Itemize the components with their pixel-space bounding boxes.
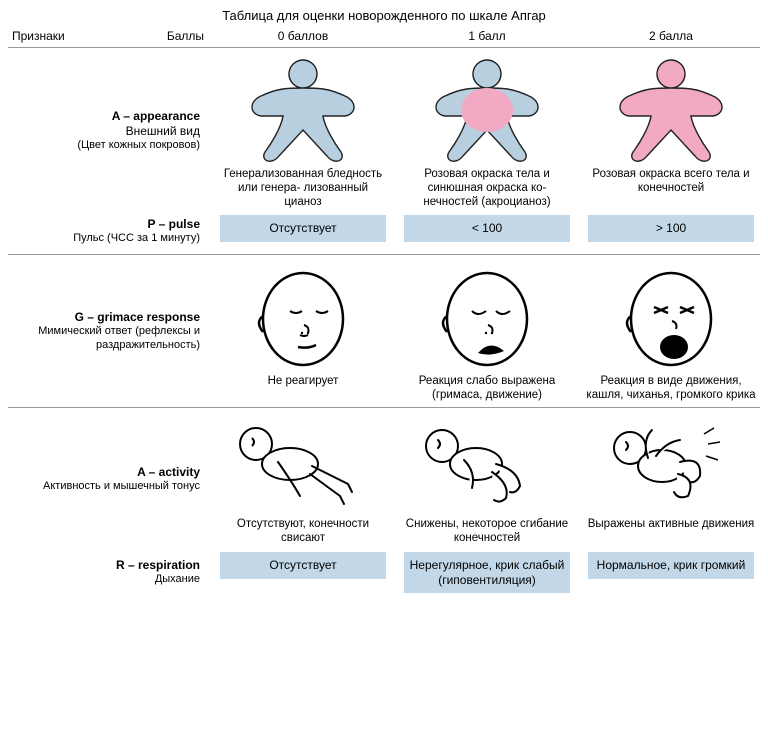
- apgar-table: Признаки Баллы 0 баллов 1 балл 2 балла A…: [8, 27, 760, 597]
- row-label-pulse: P – pulse Пульс (ЧСС за 1 минуту): [8, 211, 208, 252]
- header-col0: 0 баллов: [214, 27, 392, 45]
- grimace-caption-2: Реакция в виде движения, кашля, чиханья,…: [586, 375, 756, 403]
- activity-fig-1: Снижены, некоторое сгибание конечностей: [398, 410, 576, 548]
- respiration-pill-2: Нормальное, крик громкий: [588, 552, 754, 578]
- separator: [8, 47, 760, 48]
- appearance-en: A – appearance: [8, 109, 200, 124]
- activity-fig-0: Отсутствуют, конечности свисают: [214, 410, 392, 548]
- respiration-pill-1: Нерегулярное, крик слабый (гиповентиляци…: [404, 552, 570, 593]
- appearance-fig-0: Генерализованная бледность или генера- л…: [214, 50, 392, 211]
- respiration-cell-1: Нерегулярное, крик слабый (гиповентиляци…: [398, 548, 576, 597]
- respiration-cell-2: Нормальное, крик громкий: [582, 548, 760, 582]
- grimace-en: G – grimace response: [8, 310, 200, 325]
- grimace-caption-1: Реакция слабо выражена (гримаса, движени…: [402, 375, 572, 403]
- respiration-pill-0: Отсутствует: [220, 552, 386, 578]
- appearance-ru1: Внешний вид: [8, 124, 200, 139]
- activity-caption-2: Выражены активные движения: [586, 518, 756, 546]
- header-signs: Признаки Баллы: [8, 27, 208, 45]
- appearance-caption-0: Генерализованная бледность или генера- л…: [218, 168, 388, 209]
- separator: [8, 254, 760, 255]
- grimace-fig-1: Реакция слабо выражена (гримаса, движени…: [398, 257, 576, 405]
- signs-label: Признаки: [12, 29, 65, 43]
- activity-en: A – activity: [8, 465, 200, 480]
- activity-caption-0: Отсутствуют, конечности свисают: [218, 518, 388, 546]
- grimace-ru: Мимический ответ (рефлексы и раздражител…: [8, 325, 200, 353]
- pulse-pill-2: > 100: [588, 215, 754, 241]
- appearance-caption-2: Розовая окраска всего тела и конечностей: [586, 168, 756, 196]
- separator: [8, 407, 760, 408]
- pulse-cell-0: Отсутствует: [214, 211, 392, 245]
- scores-label: Баллы: [167, 29, 204, 43]
- appearance-ru2: (Цвет кожных покровов): [8, 139, 200, 153]
- appearance-fig-1: Розовая окраска тела и синюшная окраска …: [398, 50, 576, 211]
- activity-caption-1: Снижены, некоторое сгибание конечностей: [402, 518, 572, 546]
- pulse-ru: Пульс (ЧСС за 1 минуту): [8, 232, 200, 246]
- pulse-pill-0: Отсутствует: [220, 215, 386, 241]
- row-label-grimace: G – grimace response Мимический ответ (р…: [8, 304, 208, 359]
- header-col2: 2 балла: [582, 27, 760, 45]
- grimace-fig-0: Не реагирует: [214, 257, 392, 405]
- respiration-en: R – respiration: [8, 558, 200, 573]
- pulse-cell-2: > 100: [582, 211, 760, 245]
- activity-fig-2: Выражены активные движения: [582, 410, 760, 548]
- activity-ru: Активность и мышечный тонус: [8, 480, 200, 494]
- pulse-pill-1: < 100: [404, 215, 570, 241]
- respiration-ru: Дыхание: [8, 573, 200, 587]
- grimace-fig-2: Реакция в виде движения, кашля, чиханья,…: [582, 257, 760, 405]
- title: Таблица для оценки новорожденного по шка…: [8, 8, 760, 23]
- pulse-en: P – pulse: [8, 217, 200, 232]
- header-col1: 1 балл: [398, 27, 576, 45]
- respiration-cell-0: Отсутствует: [214, 548, 392, 582]
- appearance-fig-2: Розовая окраска всего тела и конечностей: [582, 50, 760, 198]
- row-label-activity: A – activity Активность и мышечный тонус: [8, 459, 208, 500]
- pulse-cell-1: < 100: [398, 211, 576, 245]
- row-label-appearance: A – appearance Внешний вид (Цвет кожных …: [8, 103, 208, 159]
- appearance-caption-1: Розовая окраска тела и синюшная окраска …: [402, 168, 572, 209]
- row-label-respiration: R – respiration Дыхание: [8, 552, 208, 593]
- grimace-caption-0: Не реагирует: [218, 375, 388, 403]
